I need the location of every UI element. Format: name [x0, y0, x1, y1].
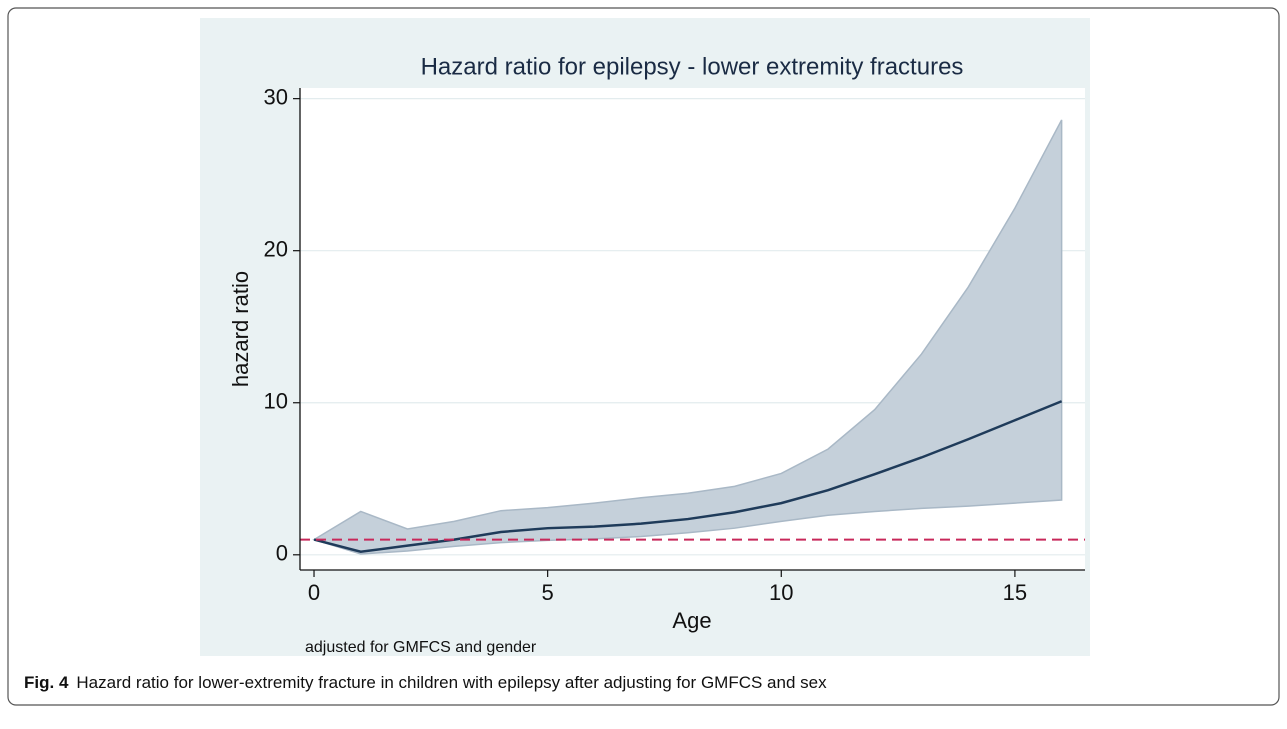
caption-text: Hazard ratio for lower-extremity fractur…	[76, 673, 827, 692]
x-axis-label: Age	[672, 608, 711, 633]
chart-title: Hazard ratio for epilepsy - lower extrem…	[421, 53, 964, 80]
y-tick-label: 20	[264, 237, 288, 262]
y-tick-label: 0	[276, 541, 288, 566]
confidence-band	[312, 119, 1063, 555]
y-axis-label: hazard ratio	[228, 271, 253, 387]
chart-note: adjusted for GMFCS and gender	[305, 639, 537, 656]
y-tick-label: 30	[264, 84, 288, 109]
x-tick-label: 10	[769, 580, 793, 605]
y-tick-label: 10	[264, 389, 288, 414]
x-tick-label: 0	[308, 580, 320, 605]
figure-frame	[7, 7, 1280, 706]
x-tick-label: 5	[542, 580, 554, 605]
caption-label: Fig. 4	[24, 673, 69, 692]
x-tick-label: 15	[1003, 580, 1027, 605]
hazard-line	[313, 400, 1063, 554]
caption: Fig. 4 Hazard ratio for lower-extremity f…	[24, 673, 827, 692]
